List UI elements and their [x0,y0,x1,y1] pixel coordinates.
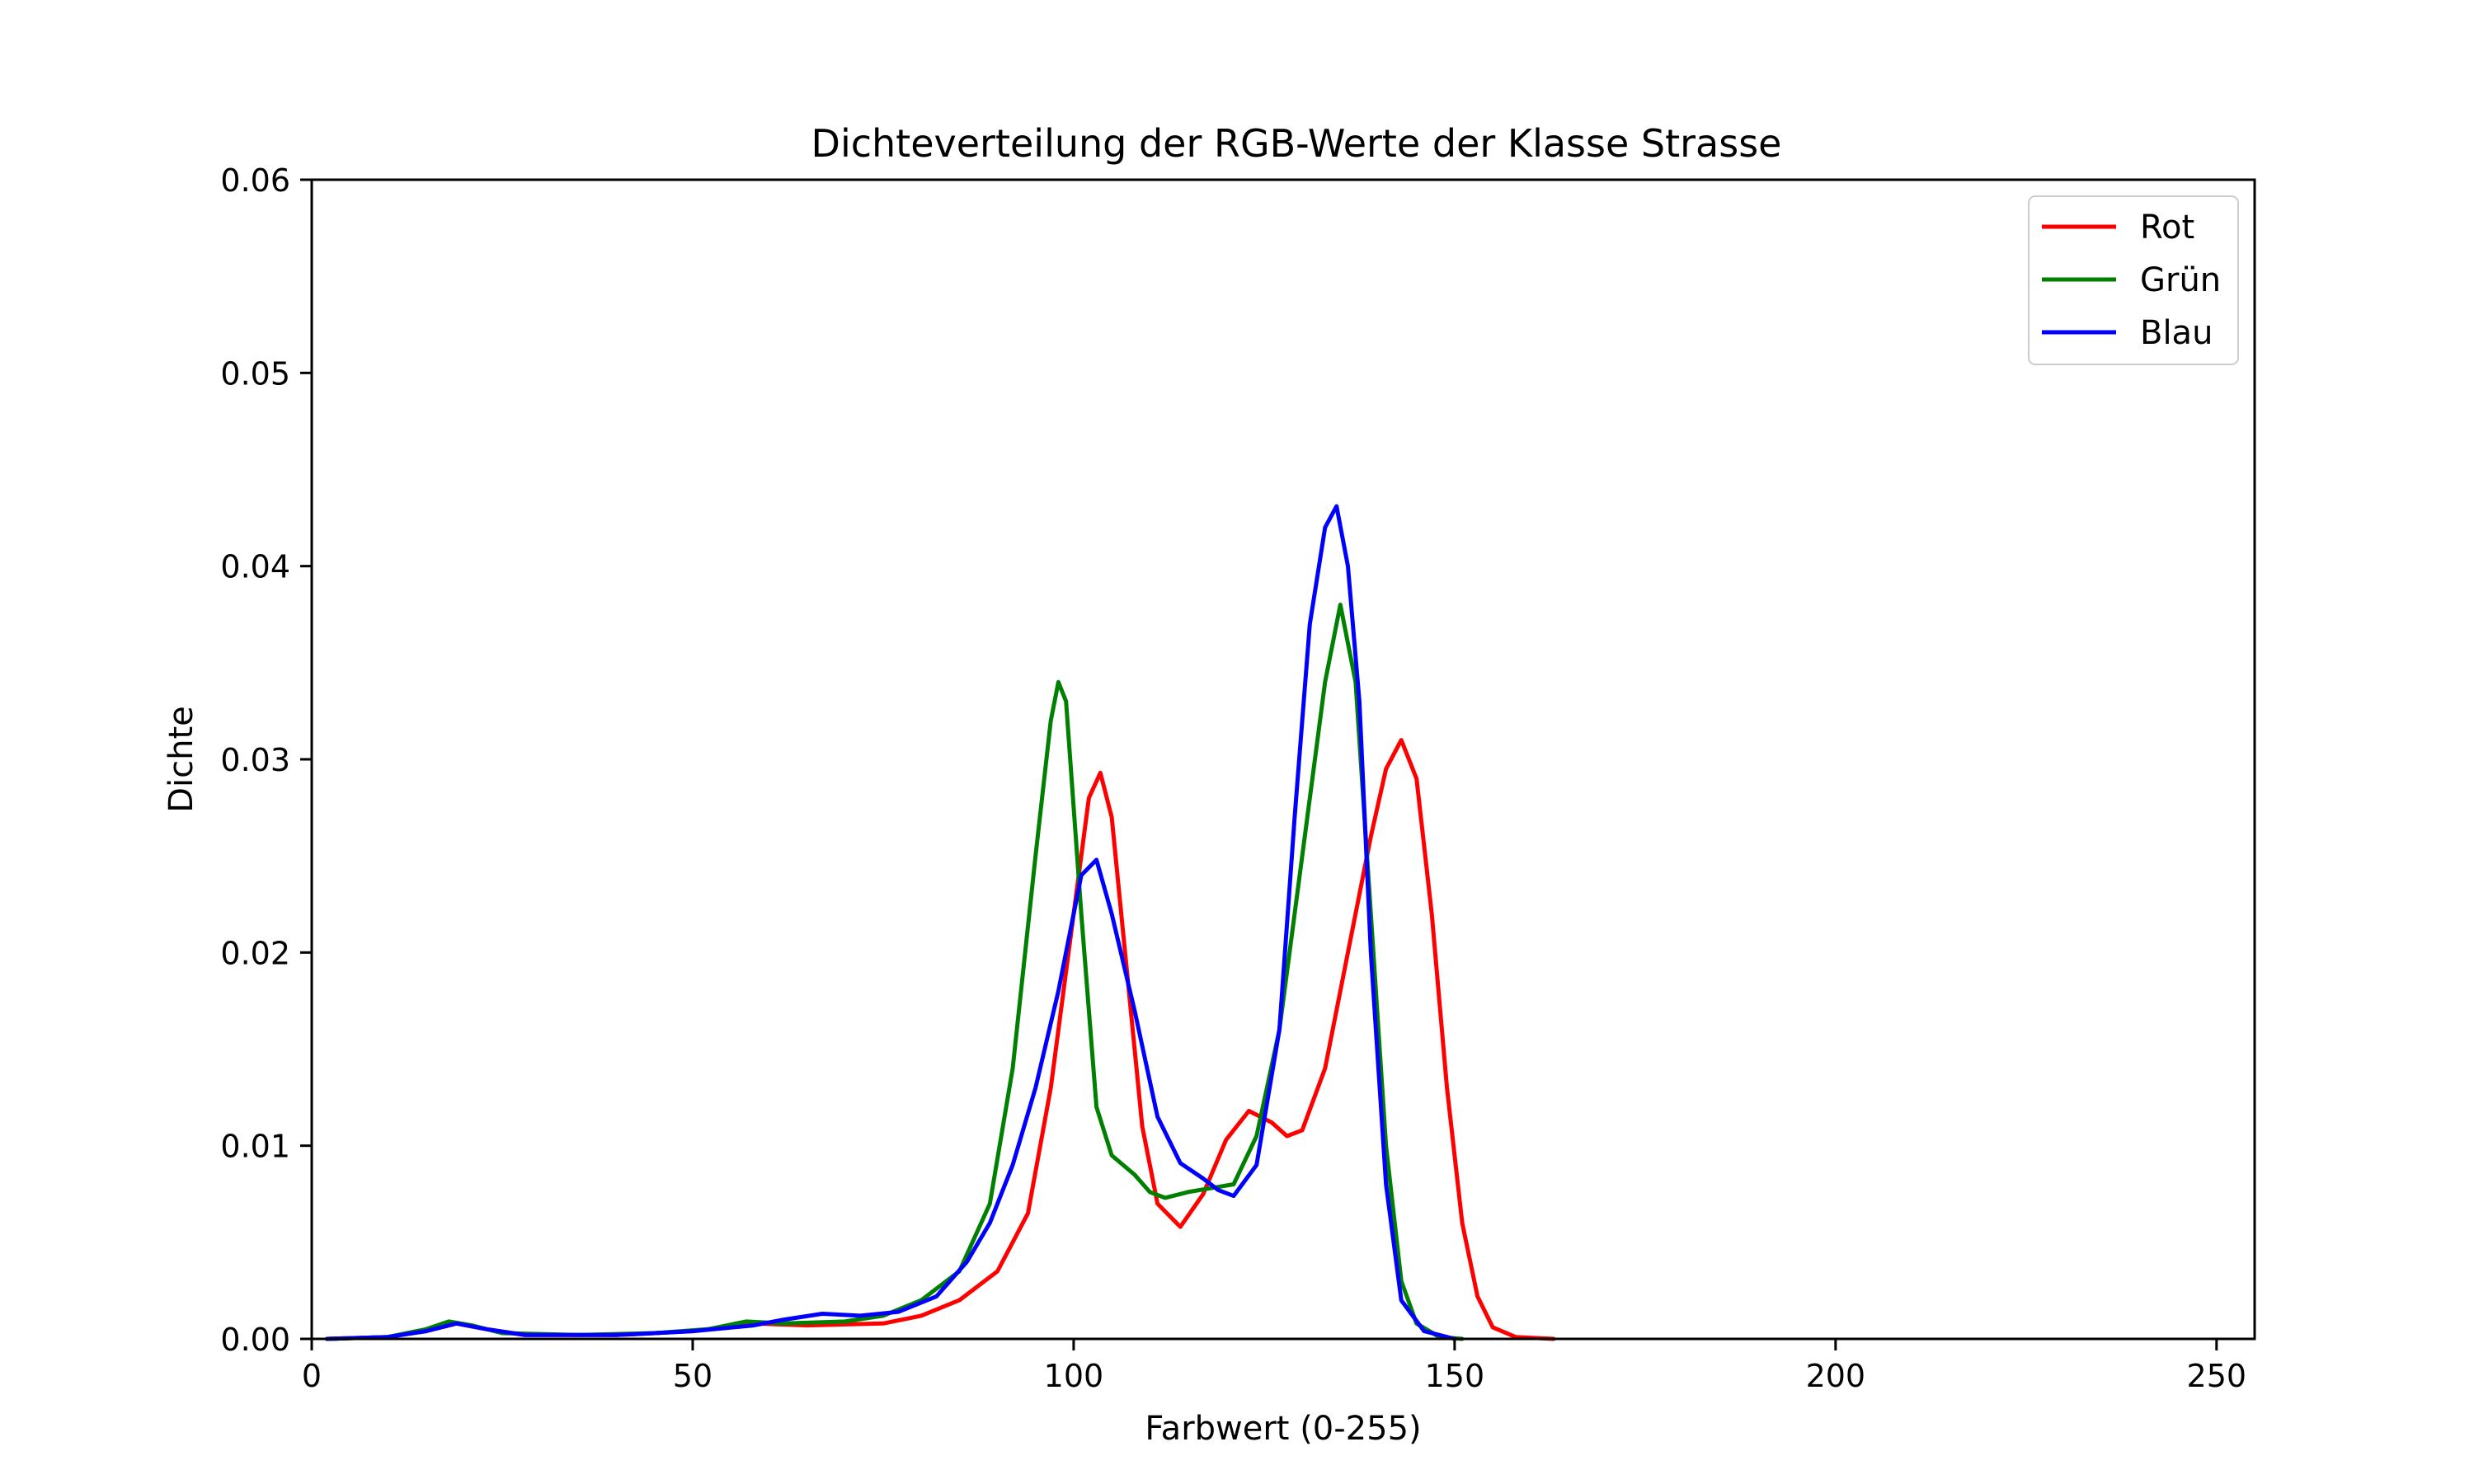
series-line-2 [325,504,1457,1341]
x-tick-label: 0 [302,1358,322,1394]
x-tick-label: 50 [673,1358,713,1394]
series-line-1 [325,603,1465,1341]
legend-label-0: Rot [2140,209,2194,247]
legend-label-1: Grün [2140,261,2221,299]
y-tick-label: 0.04 [220,549,290,585]
series-line-0 [325,738,1556,1341]
x-tick-label: 100 [1044,1358,1104,1394]
y-tick-label: 0.06 [220,162,290,199]
series-layer [325,504,1556,1341]
y-tick-label: 0.02 [220,935,290,971]
legend-label-2: Blau [2140,314,2213,352]
legend-box [2028,195,2239,365]
y-axis: 0.00 0.01 0.02 0.03 0.04 0.05 0.06 [220,162,312,1358]
y-tick-label: 0.00 [220,1322,290,1358]
y-tick-label: 0.05 [220,355,290,392]
x-tick-label: 250 [2187,1358,2247,1394]
plot-area [310,178,2256,1341]
chart-title: Dichteverteilung der RGB-Werte der Klass… [811,121,1782,166]
x-axis-label: Farbwert (0-255) [1145,1410,1421,1448]
y-tick-label: 0.01 [220,1129,290,1165]
x-tick-label: 200 [1806,1358,1866,1394]
x-axis: 0 50 100 150 200 250 [302,1339,2246,1394]
legend: Rot Grün Blau [2028,195,2239,365]
x-tick-label: 150 [1425,1358,1485,1394]
y-axis-label: Dichte [162,706,200,813]
y-tick-label: 0.03 [220,742,290,778]
plot-frame [310,178,2256,1341]
